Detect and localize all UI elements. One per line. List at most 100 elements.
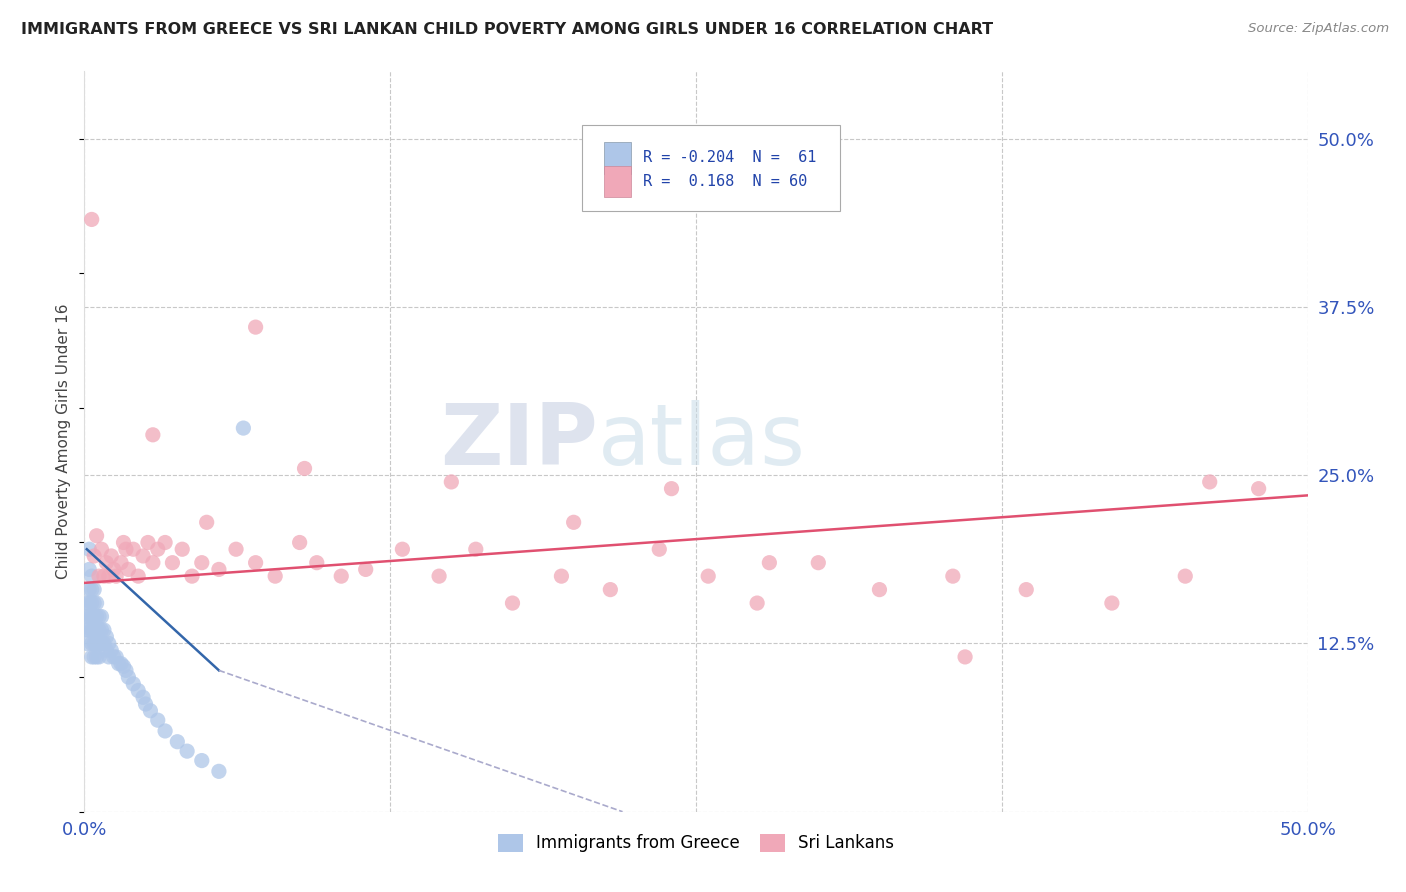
- Point: [294, 461, 316, 475]
- Point: [80, 623, 103, 637]
- Point: [90, 609, 112, 624]
- Point: [80, 609, 103, 624]
- Text: R = -0.204  N =  61: R = -0.204 N = 61: [644, 151, 817, 166]
- Point: [110, 657, 132, 671]
- Point: [93, 569, 115, 583]
- Point: [162, 556, 184, 570]
- Point: [80, 582, 103, 597]
- Point: [80, 212, 103, 227]
- Point: [115, 664, 138, 678]
- Point: [100, 643, 122, 657]
- Point: [208, 562, 231, 576]
- Point: [76, 609, 98, 624]
- Point: [80, 636, 103, 650]
- Point: [191, 754, 214, 768]
- Point: [90, 542, 112, 557]
- Point: [305, 556, 328, 570]
- Point: [599, 582, 621, 597]
- Point: [502, 596, 524, 610]
- Point: [83, 636, 105, 650]
- Point: [83, 609, 105, 624]
- Point: [93, 636, 115, 650]
- Point: [83, 649, 105, 664]
- Point: [264, 569, 287, 583]
- Point: [697, 569, 720, 583]
- Point: [97, 636, 120, 650]
- Text: atlas: atlas: [598, 400, 806, 483]
- Point: [83, 623, 105, 637]
- Point: [132, 549, 155, 563]
- Point: [172, 542, 194, 557]
- Point: [87, 609, 110, 624]
- Point: [103, 562, 125, 576]
- FancyBboxPatch shape: [605, 166, 631, 197]
- Point: [112, 659, 135, 673]
- Point: [330, 569, 353, 583]
- Point: [176, 744, 198, 758]
- Legend: Immigrants from Greece, Sri Lankans: Immigrants from Greece, Sri Lankans: [491, 827, 901, 859]
- FancyBboxPatch shape: [605, 143, 631, 174]
- Point: [77, 596, 100, 610]
- Point: [105, 649, 128, 664]
- Point: [391, 542, 413, 557]
- Text: IMMIGRANTS FROM GREECE VS SRI LANKAN CHILD POVERTY AMONG GIRLS UNDER 16 CORRELAT: IMMIGRANTS FROM GREECE VS SRI LANKAN CHI…: [21, 22, 993, 37]
- Point: [464, 542, 486, 557]
- Point: [1198, 475, 1220, 489]
- Point: [142, 427, 165, 442]
- Text: R =  0.168  N = 60: R = 0.168 N = 60: [644, 174, 807, 189]
- Point: [747, 596, 769, 610]
- Point: [869, 582, 891, 597]
- Point: [117, 562, 139, 576]
- Point: [135, 697, 157, 711]
- Point: [136, 535, 159, 549]
- Point: [86, 529, 108, 543]
- Point: [86, 596, 108, 610]
- Point: [115, 542, 138, 557]
- Point: [288, 535, 311, 549]
- Point: [87, 569, 110, 583]
- Point: [80, 569, 103, 583]
- Point: [146, 542, 169, 557]
- Point: [440, 475, 463, 489]
- Point: [153, 535, 176, 549]
- Point: [661, 482, 683, 496]
- Point: [96, 643, 118, 657]
- Point: [942, 569, 965, 583]
- Point: [110, 556, 132, 570]
- Point: [153, 723, 176, 738]
- Point: [232, 421, 254, 435]
- Point: [117, 670, 139, 684]
- Point: [127, 683, 149, 698]
- Point: [76, 623, 98, 637]
- Point: [83, 549, 105, 563]
- Point: [80, 649, 103, 664]
- Point: [245, 320, 267, 334]
- Point: [83, 582, 105, 597]
- Point: [86, 649, 108, 664]
- Point: [97, 569, 120, 583]
- Point: [1101, 596, 1123, 610]
- Point: [127, 569, 149, 583]
- Point: [86, 623, 108, 637]
- Point: [807, 556, 830, 570]
- Point: [76, 596, 98, 610]
- Point: [77, 582, 100, 597]
- Point: [181, 569, 204, 583]
- Point: [132, 690, 155, 705]
- Point: [354, 562, 377, 576]
- Point: [76, 636, 98, 650]
- Y-axis label: Child Poverty Among Girls Under 16: Child Poverty Among Girls Under 16: [56, 304, 72, 579]
- Point: [112, 535, 135, 549]
- FancyBboxPatch shape: [582, 125, 841, 211]
- Point: [142, 556, 165, 570]
- Point: [97, 649, 120, 664]
- Point: [1015, 582, 1038, 597]
- Point: [953, 649, 976, 664]
- Point: [93, 623, 115, 637]
- Point: [87, 623, 110, 637]
- Point: [103, 649, 125, 664]
- Point: [191, 556, 214, 570]
- Point: [146, 713, 169, 727]
- Point: [550, 569, 572, 583]
- Point: [80, 596, 103, 610]
